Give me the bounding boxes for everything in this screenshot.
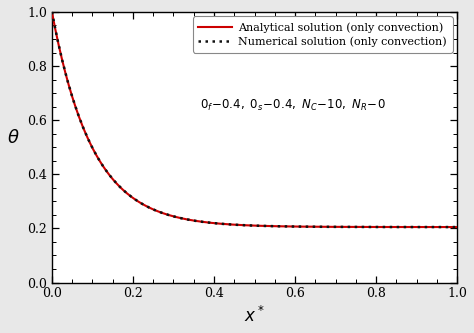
Legend: Analytical solution (only convection), Numerical solution (only convection): Analytical solution (only convection), N… — [193, 16, 453, 53]
Y-axis label: $\theta$: $\theta$ — [7, 129, 19, 147]
X-axis label: $x^*$: $x^*$ — [244, 306, 265, 326]
Text: $0_f\!-\!0.4,\ 0_s\!-\!0.4,\ N_C\!-\!10,\ N_R\!-\!0$: $0_f\!-\!0.4,\ 0_s\!-\!0.4,\ N_C\!-\!10,… — [200, 98, 386, 113]
